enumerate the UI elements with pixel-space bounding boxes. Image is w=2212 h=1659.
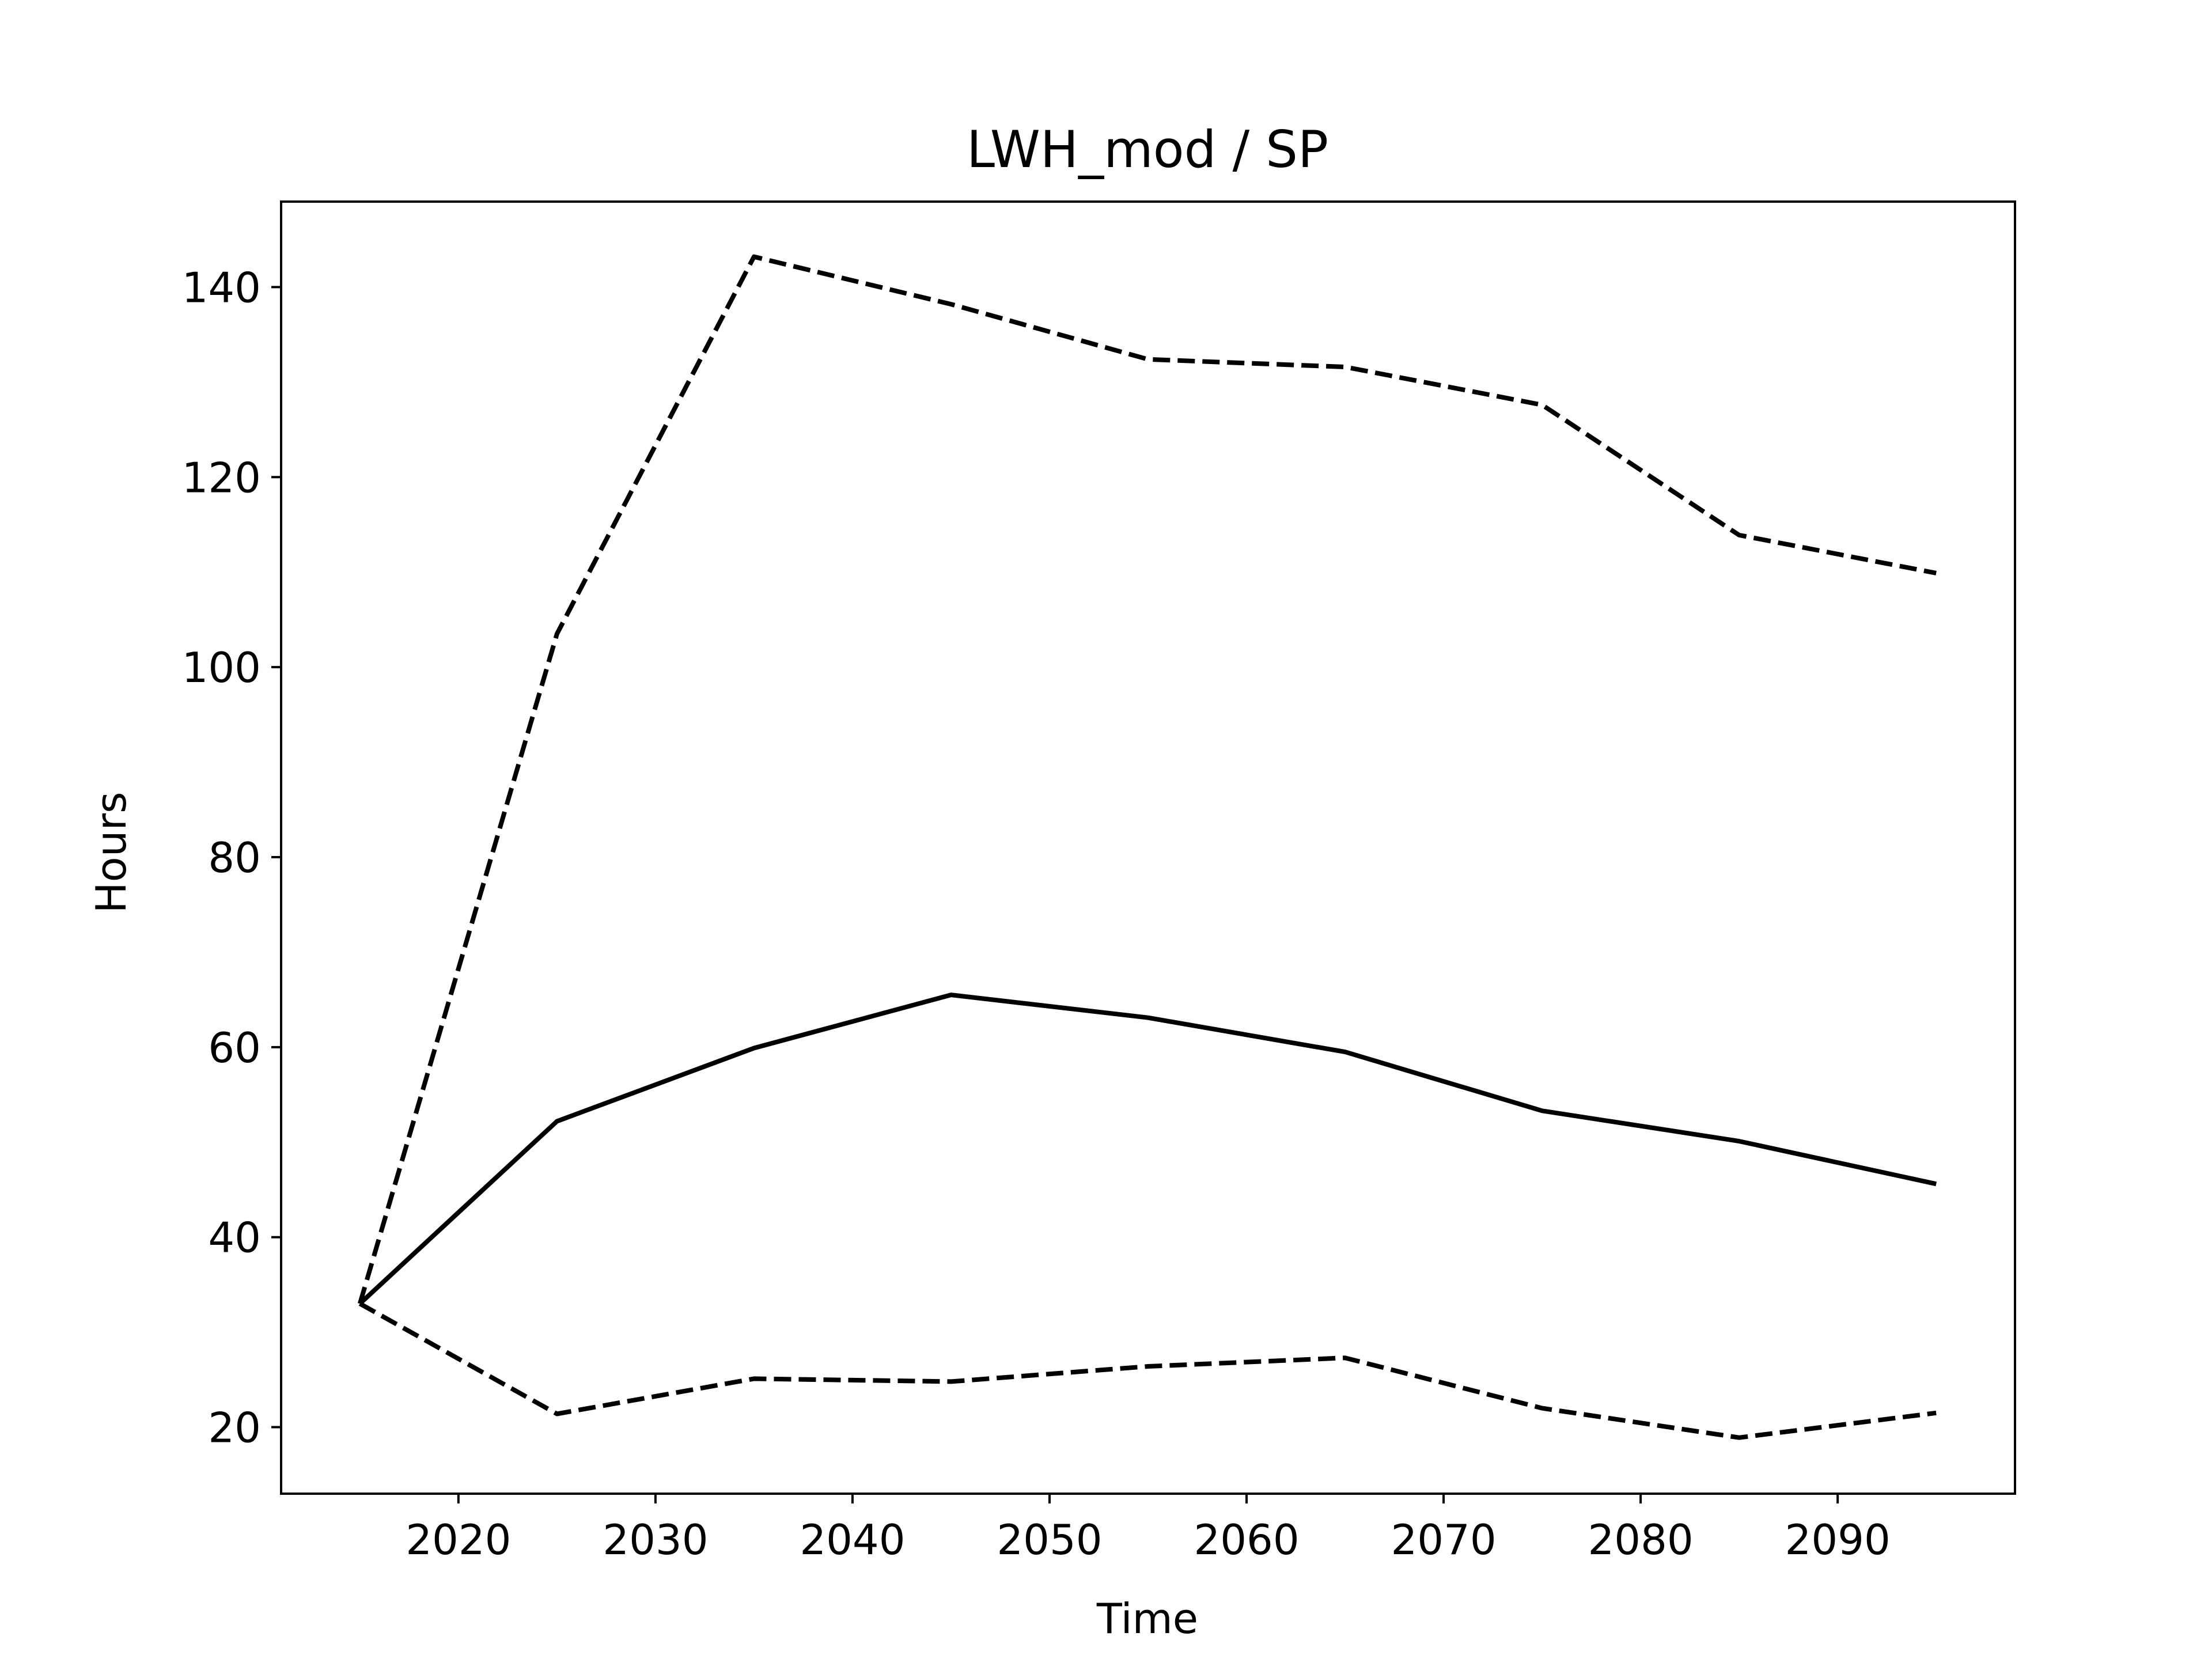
series-layer — [357, 254, 1937, 1440]
x-tick-label: 2050 — [997, 1516, 1102, 1564]
x-tick-label: 2080 — [1588, 1516, 1693, 1564]
y-tick-label: 120 — [182, 453, 261, 502]
y-tick-label: 100 — [182, 643, 261, 692]
y-axis-label: Hours — [87, 792, 135, 914]
x-axis-label: Time — [1096, 1594, 1198, 1643]
x-tick-label: 2030 — [603, 1516, 708, 1564]
x-tick-label: 2090 — [1785, 1516, 1891, 1564]
y-tick-label: 60 — [208, 1024, 261, 1072]
y-tick-label: 80 — [208, 834, 261, 882]
y-tick-label: 20 — [208, 1404, 261, 1452]
y-tick-label: 40 — [208, 1214, 261, 1262]
dashed-series-line-1 — [357, 254, 1937, 1305]
x-tick-label: 2040 — [800, 1516, 905, 1564]
y-tick-label: 140 — [182, 263, 261, 312]
x-axis: 2020 2030 2040 2050 2060 2070 2080 2090 — [406, 1494, 1891, 1564]
plot-frame — [280, 200, 2016, 1495]
x-tick-label: 2070 — [1391, 1516, 1496, 1564]
x-tick-label: 2020 — [406, 1516, 511, 1564]
x-tick-label: 2060 — [1194, 1516, 1299, 1564]
dashed-series-line-2 — [358, 1301, 1937, 1440]
solid-series-line-0 — [358, 993, 1937, 1306]
chart-title: LWH_mod / SP — [967, 120, 1328, 179]
y-axis: 20 40 60 80 100 120 140 — [182, 263, 281, 1452]
